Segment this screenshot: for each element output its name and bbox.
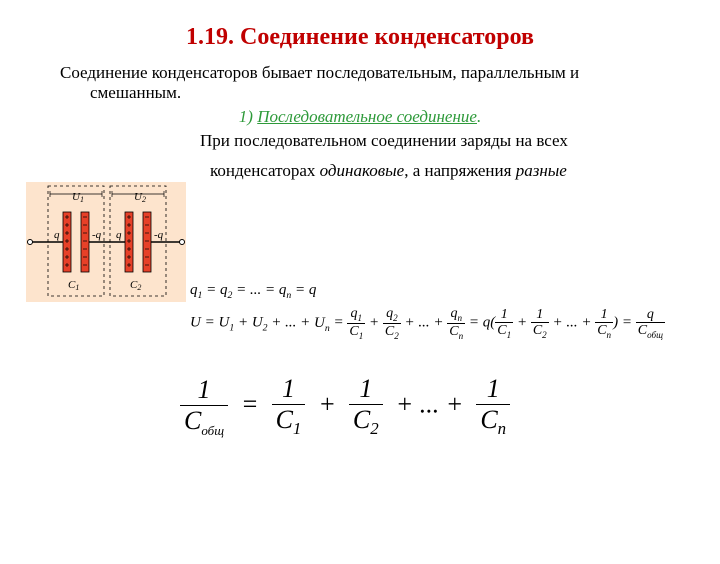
series-capacitor-diagram: U1 U2 q -q q -q C1 C2 <box>26 182 186 302</box>
intro-text: Соединение конденсаторов бывает последов… <box>60 63 660 83</box>
svg-text:q: q <box>116 229 122 241</box>
formula-voltage: U = U1 + U2 + ... + Un = q1C1 + q2C2 + .… <box>190 306 665 341</box>
formula-capacitance-series: 1Cобщ = 1C1 + 1C2 + ... + 1Cn <box>180 374 510 439</box>
body-line2: конденсаторах одинаковые, а напряжения р… <box>210 161 680 181</box>
subtitle-underlined: Последовательное соединение <box>257 107 477 126</box>
intro-line1: Соединение конденсаторов бывает последов… <box>60 63 579 82</box>
svg-text:q: q <box>54 229 60 241</box>
body-em1: одинаковые <box>320 161 405 180</box>
body-pre: конденсаторах <box>210 161 320 180</box>
body-em2: разные <box>516 161 567 180</box>
svg-text:-q: -q <box>92 229 102 241</box>
page-title: 1.19. Соединение конденсаторов <box>0 24 720 51</box>
svg-text:-q: -q <box>154 229 164 241</box>
body-line1: При последовательном соединении заряды н… <box>200 131 680 151</box>
body-mid: , а напряжения <box>404 161 515 180</box>
subtitle: 1) Последовательное соединение. <box>0 107 720 127</box>
intro-text-2: смешанным. <box>90 83 660 103</box>
formula-charges: q1 = q2 = ... = qn = q <box>190 282 316 301</box>
